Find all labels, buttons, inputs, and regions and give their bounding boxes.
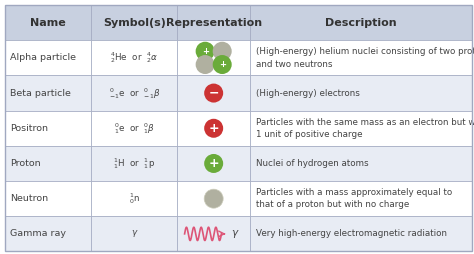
- Bar: [177, 216, 250, 251]
- Text: Symbol(s): Symbol(s): [103, 18, 166, 28]
- Text: +: +: [209, 157, 219, 170]
- Bar: [250, 146, 472, 181]
- Bar: [5, 111, 91, 146]
- Bar: [91, 40, 177, 75]
- Bar: [91, 216, 177, 251]
- Bar: [177, 75, 250, 111]
- Text: −: −: [209, 87, 219, 100]
- Bar: [5, 75, 91, 111]
- Text: Description: Description: [325, 18, 397, 28]
- Text: +: +: [201, 47, 209, 56]
- Text: $^0_{-1}$e  or  $^0_{-1}\beta$: $^0_{-1}$e or $^0_{-1}\beta$: [109, 86, 160, 101]
- Ellipse shape: [204, 189, 223, 208]
- Text: Gamma ray: Gamma ray: [10, 229, 66, 238]
- Ellipse shape: [204, 84, 223, 103]
- Bar: [5, 5, 91, 40]
- Bar: [250, 5, 472, 40]
- Text: Nuclei of hydrogen atoms: Nuclei of hydrogen atoms: [255, 159, 368, 168]
- Bar: [250, 181, 472, 216]
- Text: (High-energy) electrons: (High-energy) electrons: [255, 89, 359, 98]
- Bar: [5, 146, 91, 181]
- Ellipse shape: [196, 42, 215, 61]
- Text: Alpha particle: Alpha particle: [10, 53, 76, 62]
- Text: $^0_1$e  or  $^0_1\beta$: $^0_1$e or $^0_1\beta$: [114, 121, 155, 136]
- Text: (High-energy) helium nuclei consisting of two protons
and two neutrons: (High-energy) helium nuclei consisting o…: [255, 47, 474, 69]
- Bar: [91, 5, 177, 40]
- Text: Name: Name: [30, 18, 66, 28]
- Text: Particles with the same mass as an electron but with
1 unit of positive charge: Particles with the same mass as an elect…: [255, 118, 474, 139]
- Text: +: +: [219, 60, 226, 69]
- Bar: [91, 146, 177, 181]
- Text: +: +: [209, 122, 219, 135]
- Bar: [5, 216, 91, 251]
- Text: Beta particle: Beta particle: [10, 89, 71, 98]
- Text: Proton: Proton: [10, 159, 41, 168]
- Ellipse shape: [204, 154, 223, 173]
- Bar: [5, 40, 91, 75]
- Ellipse shape: [213, 55, 232, 74]
- Bar: [91, 111, 177, 146]
- Bar: [250, 75, 472, 111]
- Text: $\gamma$: $\gamma$: [231, 228, 239, 240]
- Ellipse shape: [196, 55, 215, 74]
- Text: Particles with a mass approximately equal to
that of a proton but with no charge: Particles with a mass approximately equa…: [255, 188, 452, 209]
- Bar: [91, 75, 177, 111]
- Text: Positron: Positron: [10, 124, 48, 133]
- Text: Very high-energy electromagnetic radiation: Very high-energy electromagnetic radiati…: [255, 229, 447, 238]
- Text: Neutron: Neutron: [10, 194, 48, 203]
- Bar: [250, 111, 472, 146]
- Bar: [250, 40, 472, 75]
- Text: $\gamma$: $\gamma$: [130, 228, 138, 239]
- Bar: [177, 111, 250, 146]
- Bar: [5, 181, 91, 216]
- Ellipse shape: [204, 119, 223, 138]
- Bar: [177, 5, 250, 40]
- Bar: [250, 216, 472, 251]
- Bar: [91, 181, 177, 216]
- Text: Representation: Representation: [165, 18, 262, 28]
- Text: $^1_1$H  or  $^1_1$p: $^1_1$H or $^1_1$p: [113, 156, 155, 171]
- Bar: [177, 40, 250, 75]
- Bar: [177, 146, 250, 181]
- Text: $^1_0$n: $^1_0$n: [129, 191, 140, 206]
- Ellipse shape: [213, 42, 232, 61]
- Bar: [177, 181, 250, 216]
- Text: $^4_2$He  or  $^4_2\alpha$: $^4_2$He or $^4_2\alpha$: [110, 51, 158, 65]
